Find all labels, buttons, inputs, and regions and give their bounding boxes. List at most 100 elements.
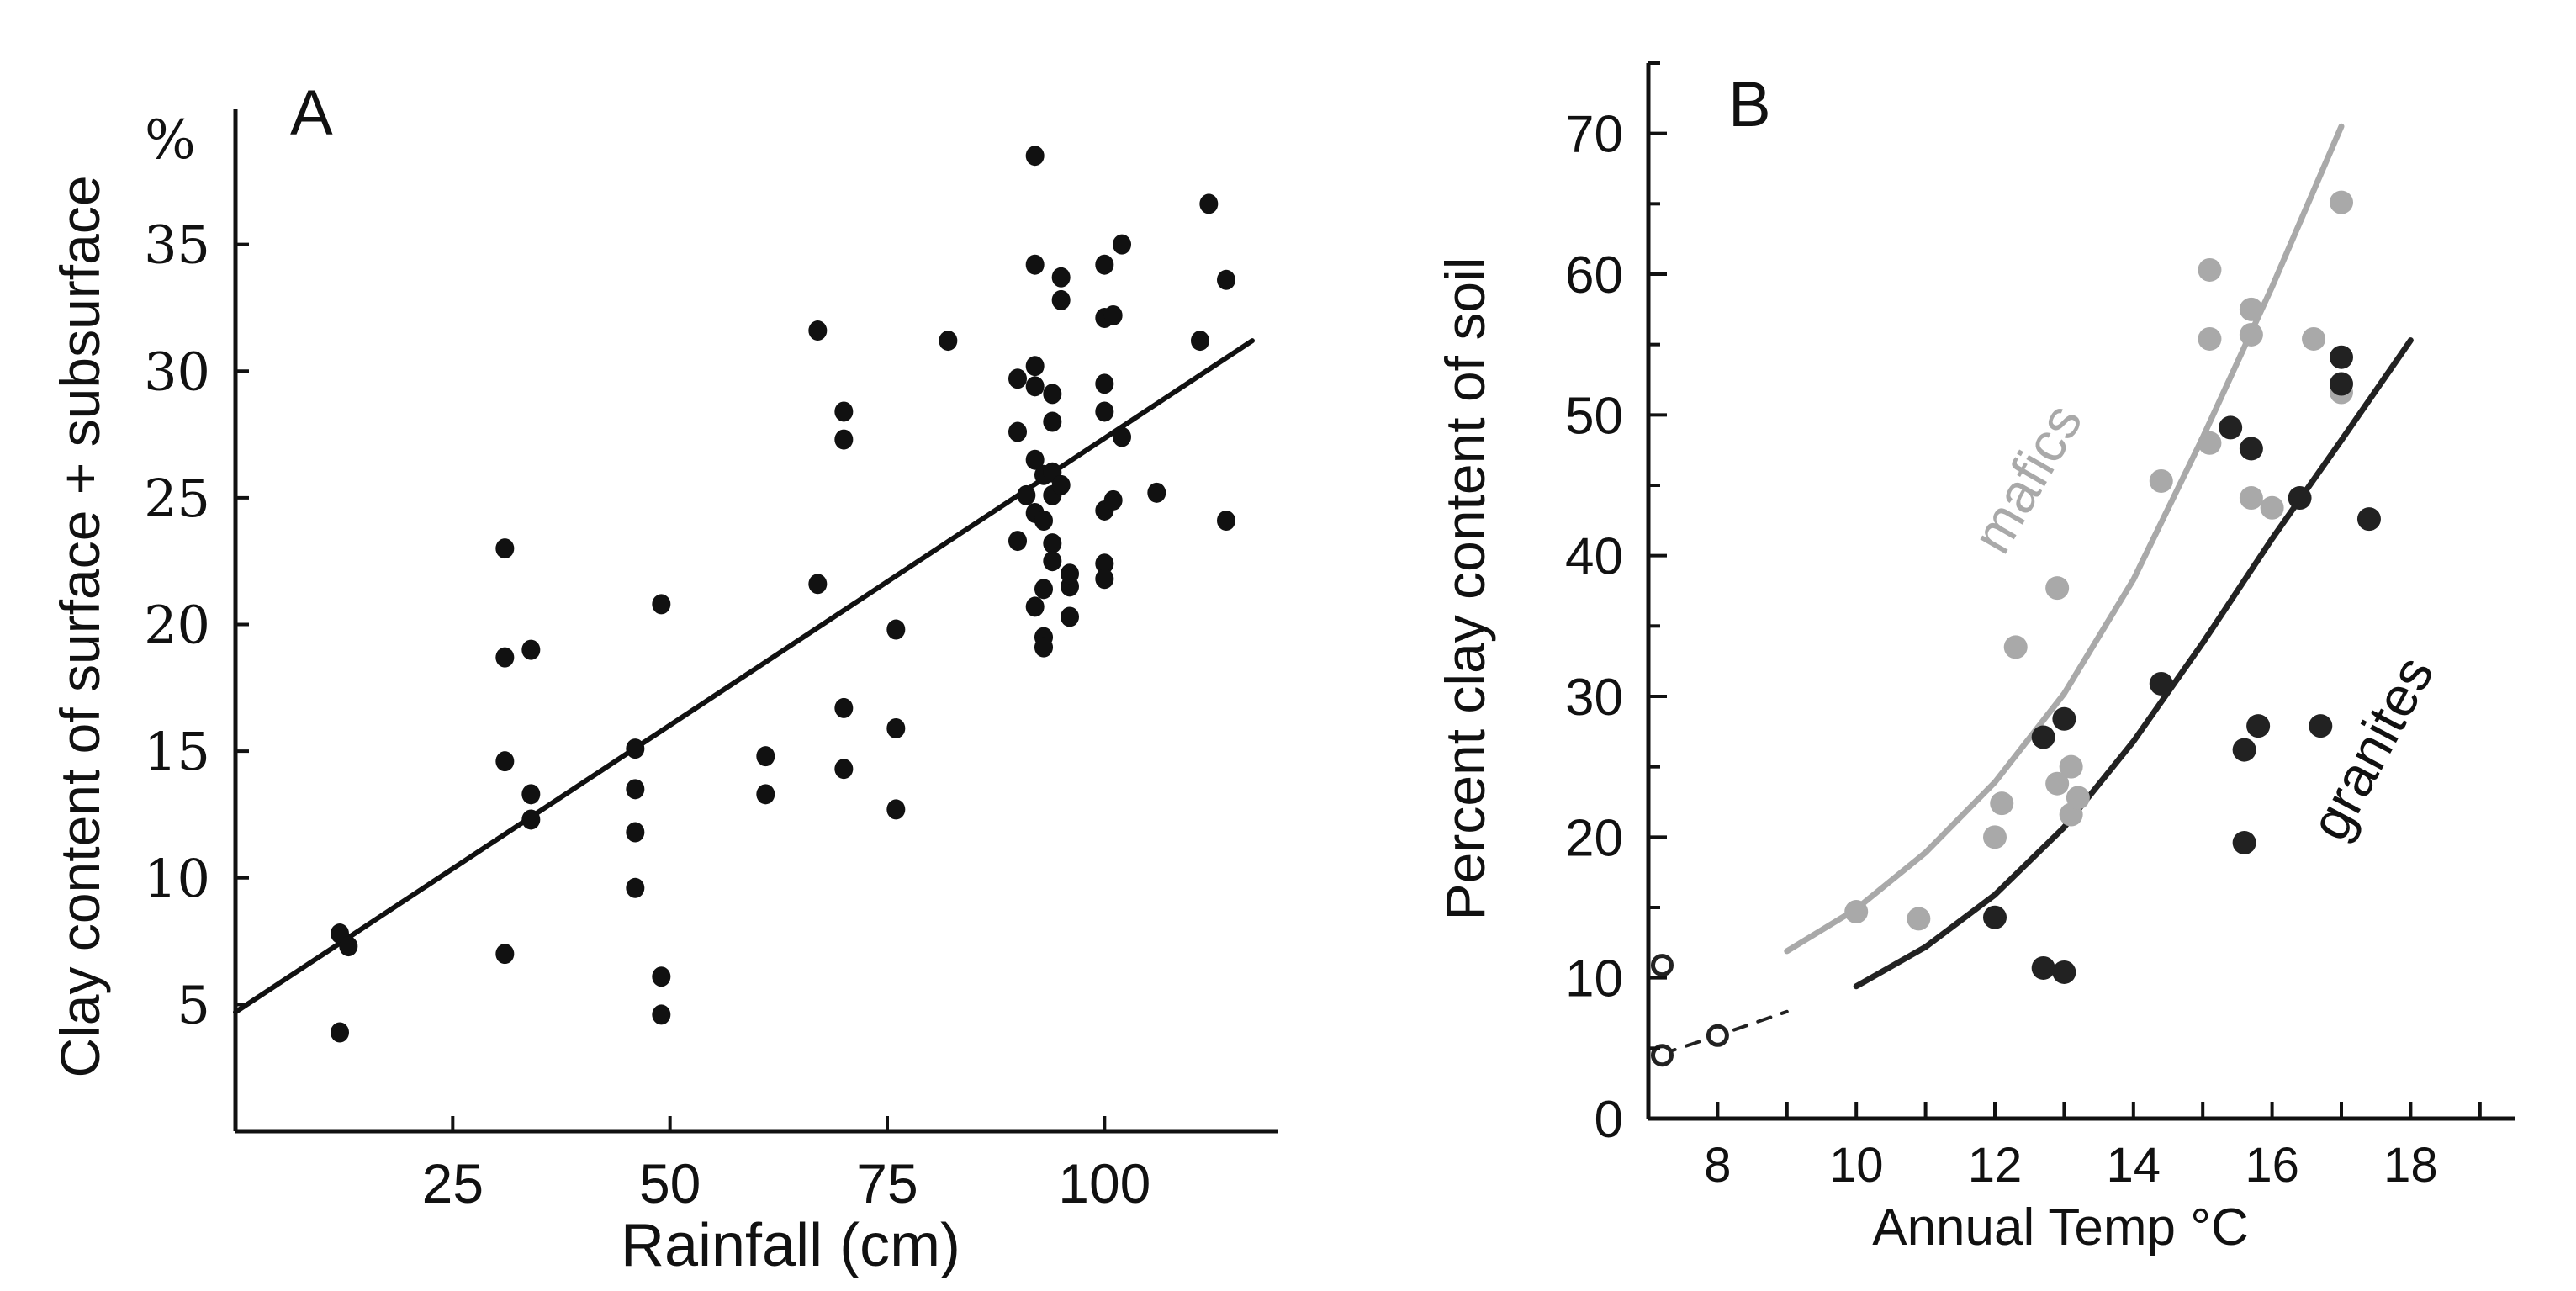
y-unit-label-a: % xyxy=(145,109,196,172)
data-point-a xyxy=(1025,356,1045,377)
x-tick-label-a: 25 xyxy=(422,1152,484,1214)
data-point-a xyxy=(1095,553,1114,574)
data-point-a xyxy=(495,751,515,772)
data-point-a xyxy=(756,784,775,805)
data-point-a xyxy=(808,574,828,595)
data-point-a xyxy=(1217,269,1235,290)
x-axis-ticks-b: 8 10 12 14 16 18 xyxy=(1704,1102,2482,1193)
data-point-a xyxy=(626,779,645,800)
data-point-mafics xyxy=(2198,431,2222,455)
y-tick-label-a: 30 xyxy=(144,341,210,402)
data-point-a xyxy=(1095,254,1114,275)
data-point-granites xyxy=(2288,486,2312,511)
x-tick-label-b: 8 xyxy=(1704,1138,1731,1193)
data-point-mafics xyxy=(2149,468,2173,493)
y-tick-label-b: 10 xyxy=(1565,950,1623,1008)
data-point-granites xyxy=(2330,372,2353,396)
data-point-mafics xyxy=(2330,190,2353,214)
data-point-a xyxy=(495,944,515,965)
data-point-a xyxy=(1051,289,1071,310)
data-point-a xyxy=(834,759,854,780)
data-point-a xyxy=(495,647,515,668)
data-point-granites xyxy=(2356,507,2381,532)
data-point-a xyxy=(1095,401,1114,422)
data-point-granites xyxy=(2239,437,2263,461)
y-tick-label-b: 70 xyxy=(1565,106,1623,164)
x-tick-label-a: 100 xyxy=(1058,1152,1150,1214)
data-point-a xyxy=(939,331,958,352)
data-point-granites xyxy=(2052,706,2076,731)
data-point-a xyxy=(1061,563,1079,585)
data-point-mafics xyxy=(2045,576,2070,601)
data-points-b xyxy=(1650,190,2381,1067)
data-point-a xyxy=(1147,482,1166,503)
data-point-a xyxy=(626,822,645,843)
data-point-mafics xyxy=(2239,322,2263,347)
y-tick-label-a: 35 xyxy=(144,214,210,276)
data-point-a xyxy=(1043,384,1062,405)
data-point-a xyxy=(834,401,854,422)
y-tick-label-a: 10 xyxy=(144,848,210,909)
data-point-mafics xyxy=(2260,495,2284,520)
y-tick-label-b: 50 xyxy=(1565,387,1623,445)
data-point-a xyxy=(808,320,828,341)
data-point-a xyxy=(1191,331,1209,352)
y-tick-label-b: 20 xyxy=(1565,809,1623,867)
data-point-a xyxy=(521,784,541,805)
data-point-a xyxy=(1103,304,1123,325)
data-point-a xyxy=(1199,193,1219,214)
data-point-a xyxy=(652,594,671,615)
data-point-a xyxy=(1025,376,1045,397)
data-point-a xyxy=(521,639,541,660)
data-point-a xyxy=(1008,421,1027,442)
data-point-mafics xyxy=(1983,825,2007,849)
data-point-granites xyxy=(2031,725,2055,749)
data-point-a xyxy=(1025,146,1045,167)
data-point-granites xyxy=(2031,955,2055,980)
data-point-a xyxy=(1043,533,1062,554)
data-point-a xyxy=(1061,606,1079,627)
data-point-a xyxy=(1034,637,1053,658)
data-point-mafics xyxy=(1907,907,1931,931)
data-point-open xyxy=(1650,1044,1674,1067)
data-point-a xyxy=(886,718,906,739)
data-points-a xyxy=(331,146,1235,1043)
y-tick-label-a: 15 xyxy=(144,721,210,782)
fit-curve-granites xyxy=(1853,337,2414,990)
y-axis-title-b: Percent clay content of soil xyxy=(1434,257,1496,921)
y-axis-title-a: Clay content of surface + subsurface xyxy=(49,175,111,1077)
x-axis-title-b: Annual Temp °C xyxy=(1872,1198,2249,1257)
data-point-granites xyxy=(2149,671,2173,696)
x-axis-ticks-a: 25 50 75 100 xyxy=(422,1116,1150,1214)
x-tick-label-b: 14 xyxy=(2107,1138,2161,1193)
y-tick-label-b: 0 xyxy=(1595,1091,1623,1149)
data-point-mafics xyxy=(2239,297,2263,321)
x-axis-title-a: Rainfall (cm) xyxy=(621,1212,960,1279)
data-point-a xyxy=(756,746,775,767)
data-point-a xyxy=(1043,551,1062,572)
data-point-a xyxy=(331,1022,349,1043)
panel-label-a: A xyxy=(290,77,333,149)
data-point-a xyxy=(1095,569,1114,590)
data-point-a xyxy=(339,936,358,957)
data-point-a xyxy=(834,697,854,718)
data-point-a xyxy=(1034,510,1053,531)
data-point-a xyxy=(1095,373,1114,394)
data-point-a xyxy=(1051,474,1071,495)
data-point-a xyxy=(1008,368,1027,389)
data-point-a xyxy=(1017,484,1036,505)
data-point-a xyxy=(834,429,854,450)
data-point-mafics xyxy=(2198,326,2222,351)
y-tick-label-a: 20 xyxy=(144,595,210,656)
data-point-mafics xyxy=(2239,486,2263,511)
trend-line-a xyxy=(233,338,1255,1015)
data-point-a xyxy=(1113,426,1131,447)
data-point-mafics xyxy=(2045,771,2070,796)
data-point-mafics xyxy=(2198,257,2222,282)
x-tick-label-b: 10 xyxy=(1829,1138,1884,1193)
data-point-mafics xyxy=(1844,900,1869,924)
x-tick-label-b: 16 xyxy=(2245,1138,2299,1193)
data-point-granites xyxy=(2309,714,2333,738)
data-point-a xyxy=(521,809,541,830)
